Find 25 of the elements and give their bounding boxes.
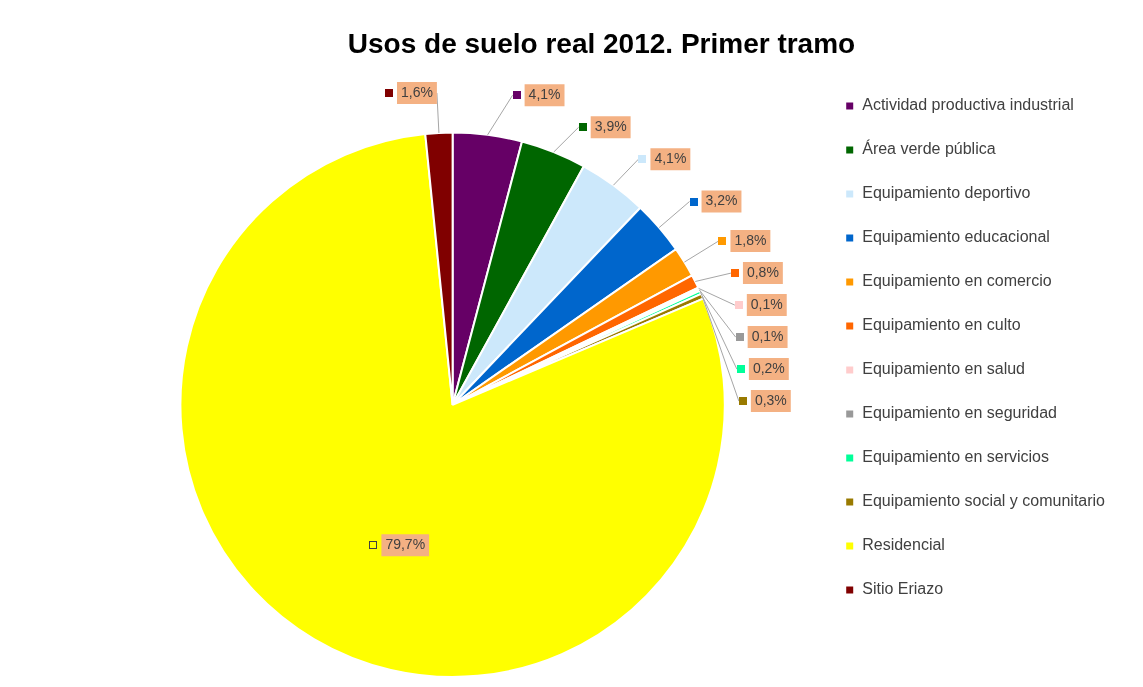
data-label: 3,2% bbox=[705, 192, 738, 209]
data-label: 0,1% bbox=[750, 295, 783, 312]
data-label: 3,9% bbox=[594, 118, 627, 135]
legend-label: Sitio Eriazo bbox=[862, 580, 944, 598]
legend-label: Equipamiento en culto bbox=[862, 316, 1021, 334]
data-label: 4,1% bbox=[528, 86, 561, 103]
legend-label: Equipamiento en seguridad bbox=[862, 404, 1058, 422]
legend-label: Actividad productiva industrial bbox=[862, 96, 1074, 114]
legend-label: Residencial bbox=[862, 536, 945, 554]
legend-label: Equipamiento social y comunitario bbox=[862, 492, 1106, 510]
chart-title: Usos de suelo real 2012. Primer tramo bbox=[347, 27, 856, 59]
data-label: 4,1% bbox=[654, 150, 687, 167]
data-label: 0,2% bbox=[752, 359, 785, 376]
data-label: 0,8% bbox=[746, 263, 779, 280]
legend-label: Equipamiento en comercio bbox=[862, 272, 1052, 290]
legend-label: Equipamiento educacional bbox=[862, 228, 1050, 246]
data-label: 0,3% bbox=[754, 391, 787, 408]
legend-label: Equipamiento deportivo bbox=[862, 184, 1031, 202]
data-label: 79,7% bbox=[385, 536, 426, 553]
legend-label: Equipamiento en salud bbox=[862, 360, 1025, 378]
legend-label: Área verde pública bbox=[862, 139, 996, 158]
legend-label: Equipamiento en servicios bbox=[862, 448, 1049, 466]
data-label: 1,6% bbox=[400, 83, 433, 100]
data-label: 0,1% bbox=[751, 327, 784, 344]
data-label: 1,8% bbox=[734, 231, 767, 248]
